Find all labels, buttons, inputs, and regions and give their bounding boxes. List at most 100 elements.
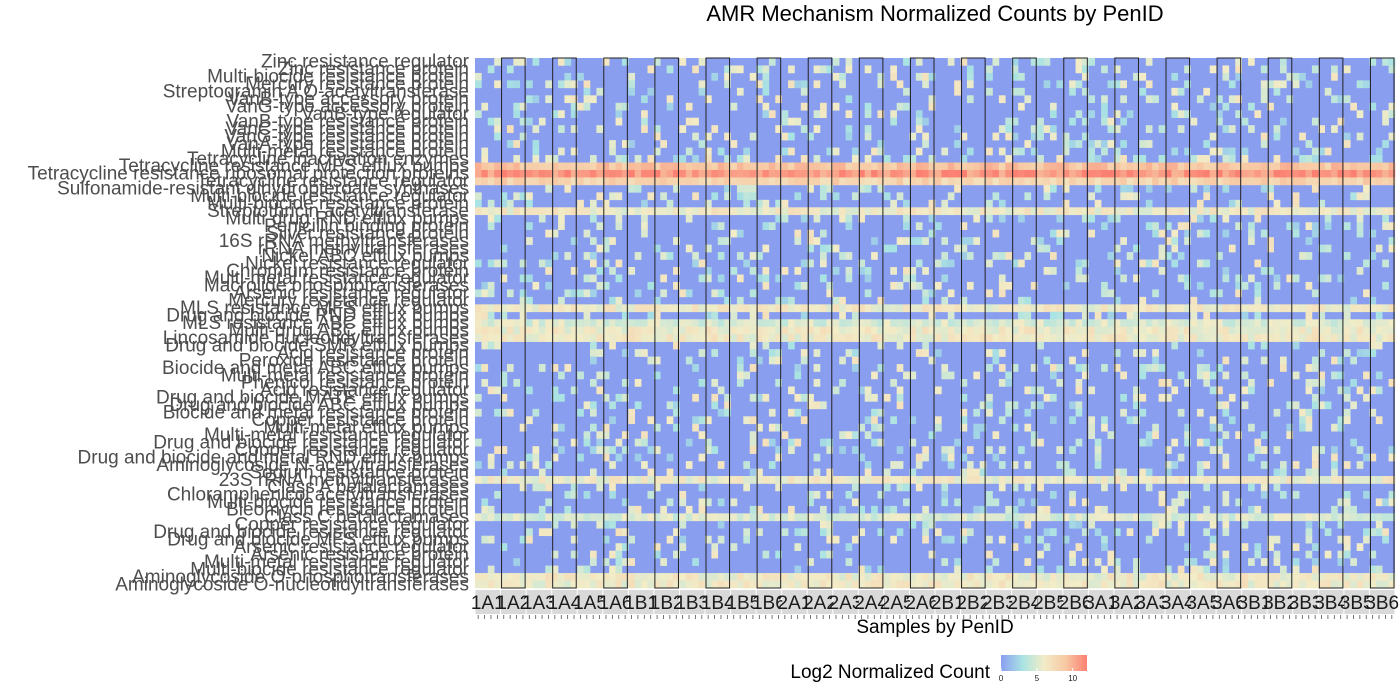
heatmap-cell — [1228, 199, 1236, 208]
heatmap-cell — [481, 169, 489, 178]
heatmap-cell — [705, 311, 712, 320]
heatmap-cell — [966, 72, 974, 81]
heatmap-cell — [1088, 140, 1096, 148]
heatmap-cell — [1088, 476, 1096, 484]
heatmap-cell — [1311, 222, 1319, 230]
heatmap-cell — [1024, 95, 1032, 104]
heatmap-cell — [1101, 423, 1108, 432]
heatmap-cell — [558, 371, 565, 380]
heatmap-cell — [628, 326, 636, 335]
panel-label: 2A6 — [905, 593, 939, 614]
heatmap-cell — [1075, 304, 1083, 313]
panel-label: 2A3 — [829, 593, 863, 614]
heatmap-cell — [960, 468, 968, 477]
heatmap-cell — [1222, 356, 1230, 365]
heatmap-cell — [698, 416, 706, 425]
heatmap-cell — [877, 573, 885, 581]
heatmap-cell — [813, 378, 821, 387]
heatmap-cell — [820, 334, 827, 342]
heatmap-cell — [877, 490, 885, 499]
heatmap-cell — [1331, 505, 1338, 514]
heatmap-cell — [947, 304, 955, 313]
heatmap-cell — [1254, 319, 1262, 328]
heatmap-cell — [481, 162, 489, 171]
heatmap-cell — [621, 528, 629, 537]
heatmap-cell — [500, 311, 508, 320]
heatmap-cell — [1018, 311, 1025, 320]
heatmap-cell — [641, 304, 648, 313]
heatmap-cell — [551, 229, 559, 238]
heatmap-cell — [590, 169, 597, 178]
heatmap-cell — [992, 573, 1000, 581]
heatmap-cell — [1056, 214, 1064, 223]
heatmap-cell — [1101, 140, 1108, 148]
heatmap-cell — [564, 476, 572, 484]
heatmap-cell — [1324, 169, 1332, 178]
heatmap-cell — [1222, 155, 1230, 163]
panel-label: 1A6 — [599, 593, 633, 614]
heatmap-cell — [864, 513, 872, 522]
heatmap-cell — [1152, 528, 1159, 537]
heatmap-cell — [551, 520, 559, 529]
heatmap-cell — [1075, 110, 1083, 119]
heatmap-cell — [583, 252, 591, 260]
heatmap-cell — [788, 65, 795, 74]
heatmap-cell — [928, 356, 936, 365]
heatmap-cell — [1286, 431, 1294, 439]
heatmap-cell — [749, 319, 757, 328]
heatmap-cell — [1254, 334, 1262, 342]
heatmap-cell — [705, 274, 712, 283]
heatmap-cell — [979, 580, 987, 589]
heatmap-cell — [583, 95, 591, 104]
heatmap-cell — [698, 580, 706, 589]
heatmap-cell — [1209, 550, 1217, 559]
heatmap-cell — [609, 162, 616, 171]
heatmap-cell — [1145, 304, 1153, 313]
heatmap-cell — [1369, 550, 1377, 559]
heatmap-cell — [966, 461, 974, 469]
heatmap-cell — [1158, 252, 1166, 260]
heatmap-cell — [653, 423, 661, 432]
heatmap-cell — [1203, 550, 1211, 559]
heatmap-cell — [513, 58, 521, 66]
heatmap-cell — [851, 162, 859, 171]
heatmap-cell — [1171, 341, 1179, 350]
heatmap-cell — [685, 289, 693, 298]
heatmap-cell — [590, 304, 597, 313]
heatmap-cell — [1318, 349, 1326, 357]
heatmap-cell — [621, 326, 629, 335]
heatmap-cell — [1343, 222, 1351, 230]
heatmap-cell — [1248, 334, 1255, 342]
heatmap-cell — [596, 431, 604, 439]
heatmap-cell — [826, 162, 834, 171]
heatmap-cell — [1081, 580, 1089, 589]
heatmap-cell — [698, 513, 706, 522]
heatmap-cell — [647, 580, 655, 589]
heatmap-cell — [935, 423, 942, 432]
heatmap-cell — [890, 244, 897, 253]
heatmap-cell — [1350, 102, 1357, 111]
heatmap-cell — [1094, 177, 1102, 186]
heatmap-cell — [1203, 169, 1211, 178]
heatmap-cell — [1318, 326, 1326, 335]
heatmap-cell — [1254, 110, 1262, 119]
heatmap-cell — [1196, 565, 1204, 574]
heatmap-cell — [570, 580, 578, 589]
heatmap-cell — [986, 177, 993, 186]
heatmap-cell — [775, 319, 782, 328]
heatmap-cell — [826, 520, 834, 529]
heatmap-cell — [935, 476, 942, 484]
heatmap-cell — [864, 162, 872, 171]
heatmap-cell — [788, 296, 795, 305]
heatmap-cell — [1145, 438, 1153, 447]
heatmap-cell — [1350, 378, 1357, 387]
heatmap-cell — [1222, 558, 1230, 566]
heatmap-cell — [736, 274, 744, 283]
heatmap-cell — [1050, 304, 1057, 313]
heatmap-cell — [1382, 498, 1389, 507]
heatmap-cell — [545, 304, 552, 313]
heatmap-cell — [1056, 378, 1064, 387]
heatmap-cell — [685, 162, 693, 171]
heatmap-cell — [1343, 513, 1351, 522]
heatmap-cell — [1248, 237, 1255, 245]
